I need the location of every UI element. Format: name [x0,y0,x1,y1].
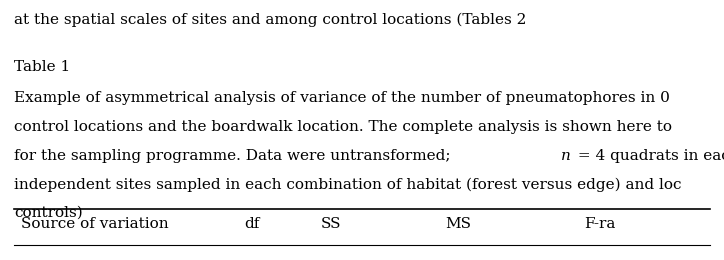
Text: MS: MS [445,217,471,231]
Text: df: df [244,217,259,231]
Text: control locations and the boardwalk location. The complete analysis is shown her: control locations and the boardwalk loca… [14,120,673,134]
Text: Table 1: Table 1 [14,60,71,74]
Text: Source of variation: Source of variation [22,217,169,231]
Text: = 4 quadrats in each: = 4 quadrats in each [573,149,724,163]
Text: n: n [561,149,571,163]
Text: at the spatial scales of sites and among control locations (Tables 2: at the spatial scales of sites and among… [14,13,527,27]
Text: for the sampling programme. Data were untransformed;: for the sampling programme. Data were un… [14,149,456,163]
Text: Example of asymmetrical analysis of variance of the number of pneumatophores in : Example of asymmetrical analysis of vari… [14,91,670,105]
Text: F-ra: F-ra [584,217,616,231]
Text: independent sites sampled in each combination of habitat (forest versus edge) an: independent sites sampled in each combin… [14,177,682,192]
Text: SS: SS [320,217,341,231]
Text: controls): controls) [14,206,83,220]
